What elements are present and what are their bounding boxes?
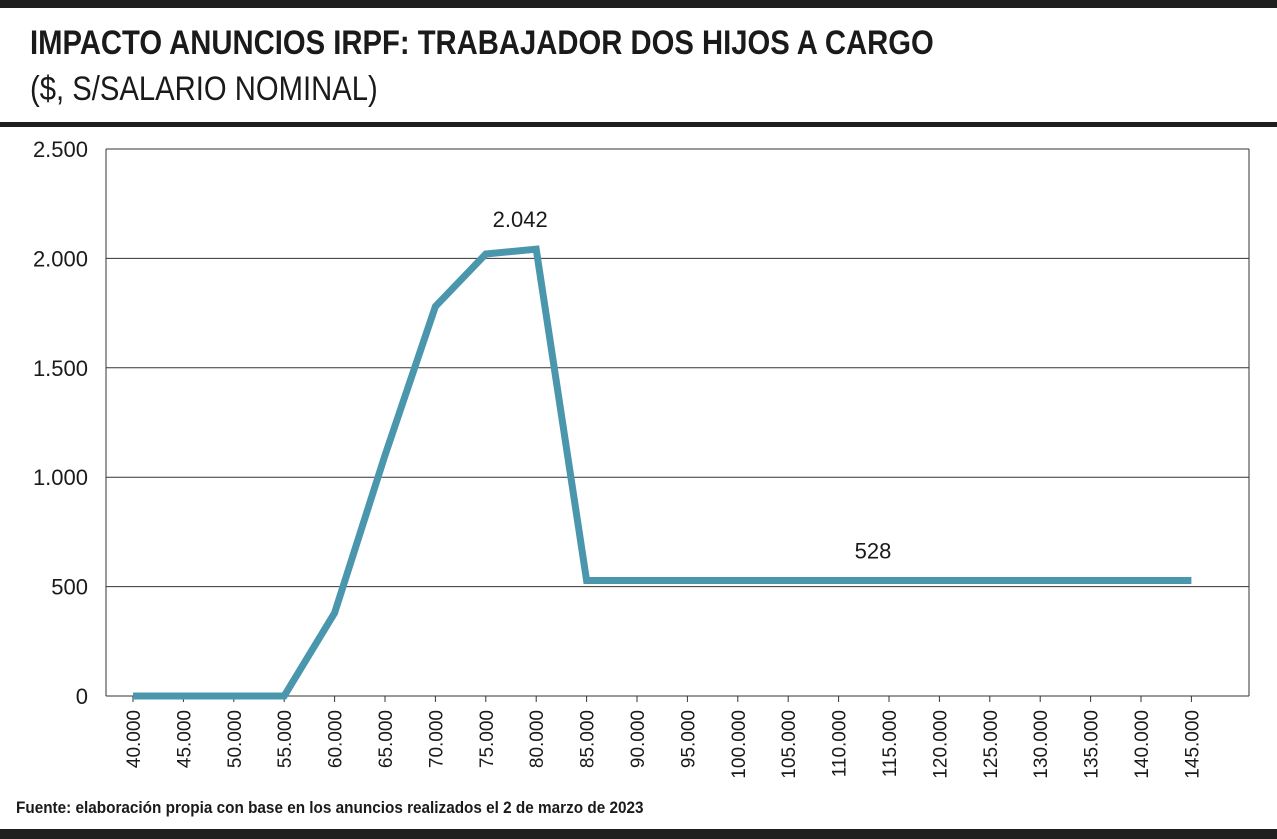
- x-tick-label: 95.000: [678, 710, 699, 768]
- top-bar: [0, 0, 1277, 8]
- source-note: Fuente: elaboración propia con base en l…: [16, 798, 644, 817]
- x-tick-label: 40.000: [124, 710, 145, 768]
- x-tick-label: 105.000: [779, 710, 800, 779]
- x-tick-label: 135.000: [1082, 710, 1103, 779]
- data-label: 2.042: [493, 207, 548, 232]
- header-divider: [0, 122, 1277, 127]
- y-tick-label: 1.500: [33, 356, 88, 381]
- x-tick-label: 55.000: [275, 710, 296, 768]
- x-tick-label: 145.000: [1182, 710, 1203, 779]
- series-line: [133, 245, 1192, 700]
- chart-subtitle: ($, S/SALARIO NOMINAL): [30, 70, 378, 108]
- x-tick-label: 120.000: [930, 710, 951, 779]
- y-tick-label: 2.500: [33, 137, 88, 162]
- x-tick-label: 100.000: [729, 710, 750, 779]
- y-tick-label: 1.000: [33, 465, 88, 490]
- x-tick-label: 60.000: [326, 710, 347, 768]
- y-axis-tick-labels: 0 500 1.000 1.500 2.000 2.500: [33, 137, 88, 709]
- x-tick-label: 140.000: [1132, 710, 1153, 779]
- series-layer: [133, 245, 1192, 700]
- x-tick-label: 130.000: [1031, 710, 1052, 779]
- x-axis-tick-labels: 40.000 45.000 50.000 55.000 60.000 65.000 70.0…: [124, 696, 1203, 779]
- x-tick-label: 80.000: [527, 710, 548, 768]
- x-tick-label: 110.000: [830, 710, 851, 777]
- x-tick-label: 125.000: [981, 710, 1002, 779]
- y-tick-label: 2.000: [33, 246, 88, 271]
- grid-layer: [105, 148, 1250, 697]
- y-tick-label: 0: [76, 684, 88, 709]
- x-tick-label: 45.000: [174, 710, 195, 768]
- x-tick-label: 65.000: [376, 710, 397, 768]
- data-label: 528: [855, 538, 892, 563]
- x-tick-label: 90.000: [628, 710, 649, 768]
- x-tick-label: 70.000: [426, 710, 447, 768]
- x-tick-label: 75.000: [477, 710, 498, 768]
- chart-title: IMPACTO ANUNCIOS IRPF: TRABAJADOR DOS HI…: [30, 24, 934, 62]
- x-tick-label: 115.000: [880, 710, 901, 777]
- bottom-bar: [0, 829, 1277, 839]
- x-tick-label: 50.000: [225, 710, 246, 768]
- annotation-layer: 2.042 528: [493, 207, 892, 563]
- x-tick-label: 85.000: [578, 710, 599, 768]
- y-tick-label: 500: [51, 575, 88, 600]
